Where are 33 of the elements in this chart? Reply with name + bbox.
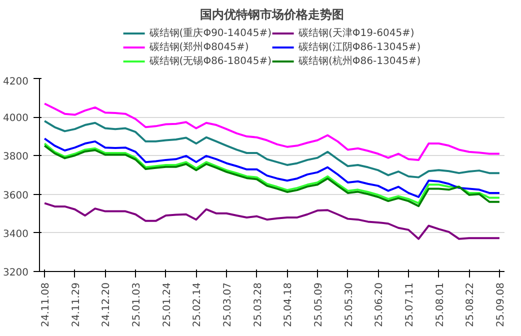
legend-label: 碳结钢(江阴Φ86-13045#) [298,40,421,54]
x-tick-label: 25.07.11 [404,282,416,328]
x-tick-label: 25.02.14 [192,282,204,328]
x-tick-label: 24.11.08 [40,282,52,328]
x-tick-label: 24.12.20 [101,282,112,328]
line-series [44,102,500,161]
x-tick-label: 25.04.18 [283,282,294,328]
legend-label: 碳结钢(重庆Φ90-14045#) [149,26,272,40]
y-tick-label: 3600 [3,190,29,202]
legend-label: 碳结钢(天津Φ19-6045#) [298,26,414,40]
legend-label: 碳结钢(郑州Φ8045#) [149,40,249,54]
x-tick-label: 25.05.30 [344,282,355,328]
x-tick-label: 25.05.09 [313,282,324,328]
x-tick-label: 25.01.03 [132,282,143,328]
y-tick-label: 3800 [3,152,29,163]
x-tick-label: 25.09.08 [495,282,506,328]
x-tick-label: 25.03.07 [222,282,234,328]
legend-label: 碳结钢(无锡Φ86-18045#) [149,54,272,68]
x-tick-label: 25.01.24 [162,282,173,328]
x-tick-label: 25.06.20 [374,282,386,328]
y-tick-label: 3200 [3,268,29,278]
y-tick-label: 4000 [3,113,29,124]
x-tick-label: 25.08.22 [465,282,476,328]
line-series [44,202,500,240]
legend-label: 碳结钢(杭州Φ86-13045#) [298,54,421,68]
x-tick-label: 25.08.01 [434,282,446,328]
line-series [44,120,500,178]
y-tick-label: 3400 [3,228,29,240]
x-tick-label: 25.03.28 [252,282,264,328]
x-tick-label: 24.11.29 [70,282,82,328]
y-tick-label: 4200 [3,76,29,88]
chart-title: 国内优特钢市场价格走势图 [200,8,344,22]
line-series [44,138,500,198]
